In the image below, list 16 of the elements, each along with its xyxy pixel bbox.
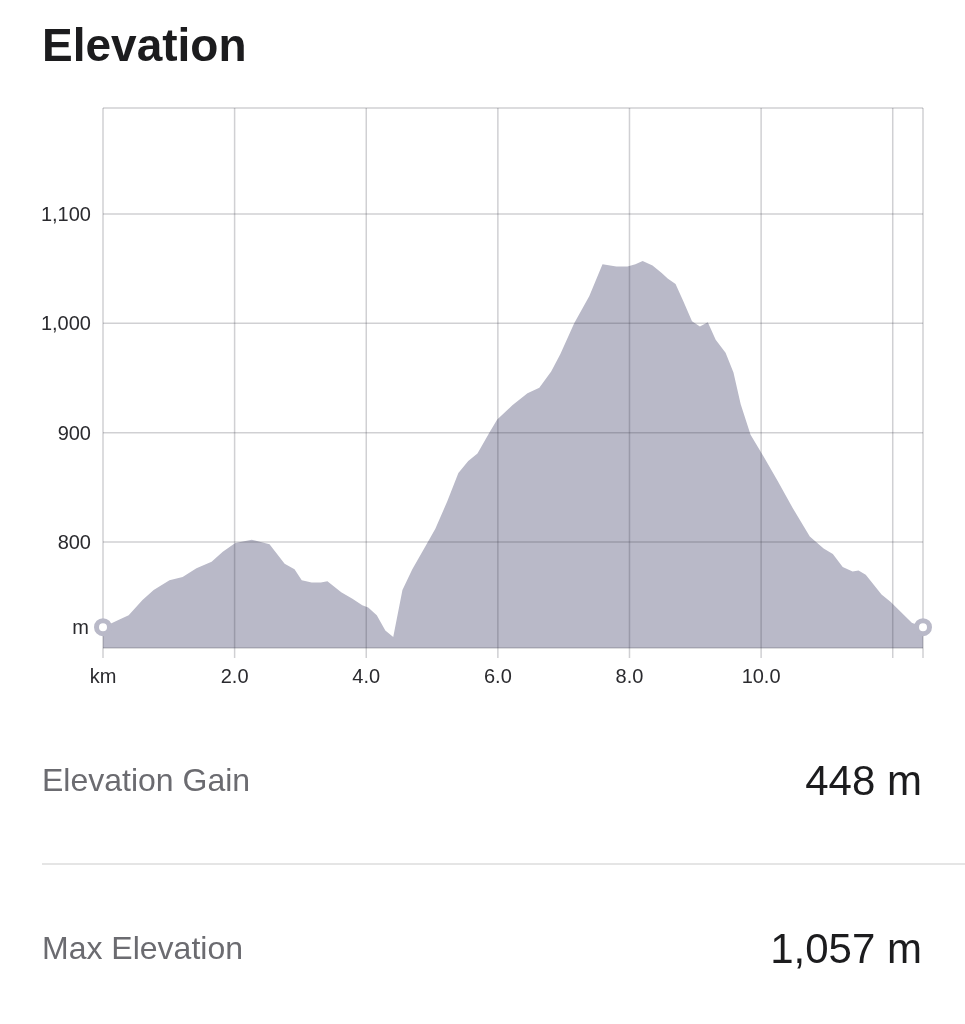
- y-tick-label: 800: [57, 530, 91, 553]
- x-tick-label: 2.0: [220, 665, 249, 687]
- x-tick-label: 8.0: [615, 665, 644, 687]
- text: Max Elevation: [42, 930, 243, 966]
- text: 448 m: [805, 756, 922, 804]
- text: 1,057 m: [770, 924, 922, 972]
- y-tick-label: 1,000: [40, 312, 91, 335]
- x-tick-label: 4.0: [352, 665, 381, 687]
- x-tick-label: 10.0: [741, 665, 781, 687]
- y-axis-title: m: [72, 616, 89, 638]
- text: Elevation Gain: [42, 762, 251, 798]
- chart-title: Elevation: [42, 19, 247, 71]
- y-tick-label: 1,100: [40, 203, 91, 226]
- x-tick-label: 6.0: [483, 665, 512, 687]
- y-tick-label: 900: [57, 421, 91, 444]
- x-axis-title: km: [89, 665, 117, 687]
